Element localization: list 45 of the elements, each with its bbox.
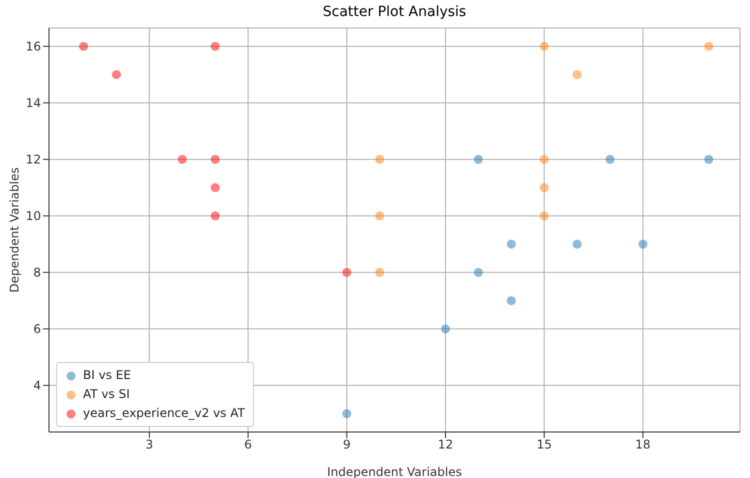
- point: [79, 42, 88, 51]
- x-tick-label: 9: [342, 438, 351, 452]
- point: [638, 240, 648, 249]
- point: [572, 240, 582, 249]
- x-tick-label: 3: [146, 438, 154, 452]
- legend-label: BI vs EE: [83, 367, 131, 384]
- point: [606, 154, 615, 164]
- legend-label: years_experience_v2 vs AT: [83, 405, 245, 422]
- point: [540, 42, 549, 51]
- point: [210, 154, 220, 164]
- point: [506, 240, 516, 249]
- y-tick-label: 16: [26, 40, 41, 54]
- x-tick-label: 15: [536, 438, 552, 452]
- chart-title: Scatter Plot Analysis: [322, 4, 468, 20]
- point: [210, 42, 220, 51]
- point: [112, 70, 121, 80]
- point: [375, 211, 384, 220]
- point: [704, 42, 714, 51]
- point: [342, 268, 352, 277]
- point: [540, 183, 549, 192]
- point: [178, 154, 187, 164]
- y-tick-label: 4: [33, 378, 41, 393]
- point: [375, 268, 384, 277]
- y-tick-label: 12: [26, 152, 41, 167]
- point: [704, 154, 714, 164]
- y-tick-label: 10: [26, 209, 41, 224]
- y-tick-label: 8: [33, 266, 41, 280]
- point: [210, 183, 220, 192]
- y-axis-title: Dependent Variables: [7, 167, 22, 293]
- point: [210, 211, 220, 220]
- x-tick-label: 18: [635, 438, 651, 452]
- point: [572, 70, 582, 80]
- point: [540, 154, 549, 164]
- y-tick-label: 6: [33, 322, 41, 336]
- point: [506, 296, 516, 306]
- point: [440, 324, 450, 334]
- x-tick-label: 12: [438, 438, 454, 452]
- y-tick-label: 14: [26, 96, 41, 110]
- point: [375, 154, 384, 164]
- x-tick-label: 6: [244, 438, 252, 452]
- legend-label: AT vs SI: [83, 386, 130, 403]
- point: [474, 268, 483, 277]
- point: [342, 409, 352, 418]
- point: [540, 211, 549, 220]
- point: [474, 154, 483, 164]
